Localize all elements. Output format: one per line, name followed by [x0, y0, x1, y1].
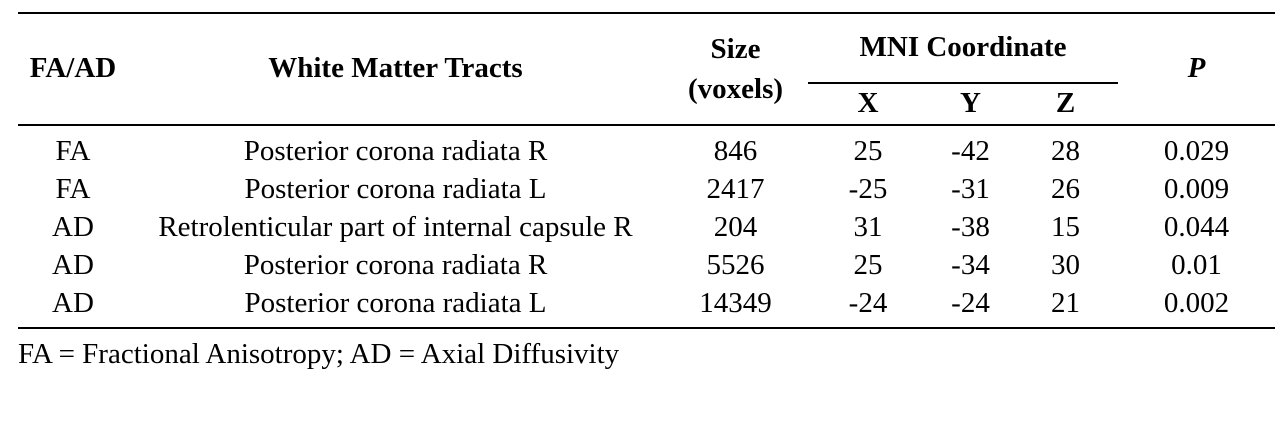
cell-z: 28: [1013, 124, 1119, 170]
table-row: FA Posterior corona radiata L 2417 -25 -…: [18, 170, 1275, 208]
header-row-main: FA/AD White Matter Tracts Size (voxels) …: [18, 13, 1275, 105]
cell-size: 2417: [706, 173, 765, 205]
cell-x: -25: [848, 173, 888, 205]
cell-p: 0.029: [1118, 124, 1276, 170]
cell-fa-ad: AD: [18, 284, 128, 329]
cell-y: -38: [951, 211, 990, 243]
white-matter-tracts-table: FA/AD White Matter Tracts Size (voxels) …: [18, 12, 1276, 329]
cell-x: 25: [853, 249, 883, 281]
cell-z: 21: [1013, 284, 1119, 329]
cell-tract: Posterior corona radiata L: [128, 284, 663, 329]
cell-y: -34: [951, 249, 990, 281]
cell-y: -42: [928, 124, 1013, 170]
cell-p: 0.044: [1163, 211, 1230, 243]
col-header-fa-ad: FA/AD: [29, 52, 117, 85]
table-footnote: FA = Fractional Anisotropy; AD = Axial D…: [18, 338, 620, 370]
col-header-x: X: [857, 87, 879, 120]
table-row: FA Posterior corona radiata R 846 25 -42…: [18, 124, 1276, 170]
table-row: AD Retrolenticular part of internal caps…: [18, 208, 1275, 246]
col-header-y: Y: [960, 87, 981, 120]
cell-x: -24: [808, 284, 928, 329]
table-row: AD Posterior corona radiata R 5526 25 -3…: [18, 246, 1275, 284]
cell-fa-ad: AD: [52, 249, 94, 281]
cell-x: 25: [808, 124, 928, 170]
cell-z: 15: [1051, 211, 1080, 243]
cell-tract: Posterior corona radiata R: [243, 249, 548, 281]
header-row-xyz: X Y Z: [18, 83, 1275, 125]
cell-y: -24: [928, 284, 1013, 329]
cell-fa-ad: FA: [55, 173, 91, 205]
cell-fa-ad: FA: [18, 124, 128, 170]
cell-z: 26: [1051, 173, 1080, 205]
size-header-line1: Size: [710, 33, 761, 65]
cell-size: 204: [713, 211, 758, 243]
cell-size: 14349: [663, 284, 808, 329]
cell-size: 846: [663, 124, 808, 170]
table-header: FA/AD White Matter Tracts Size (voxels) …: [18, 13, 1275, 125]
size-header-line2: (voxels): [687, 73, 784, 105]
cell-z: 30: [1051, 249, 1080, 281]
table-row: AD Posterior corona radiata L 14349 -24 …: [18, 284, 1276, 329]
col-header-mni-coordinate: MNI Coordinate: [808, 13, 1119, 84]
col-header-p-value: P: [1187, 52, 1206, 85]
cell-x: 31: [853, 211, 883, 243]
cell-p: 0.01: [1171, 249, 1222, 281]
cell-p: 0.009: [1163, 173, 1230, 205]
col-header-size-voxels: Size (voxels): [663, 13, 808, 125]
cell-size: 5526: [706, 249, 765, 281]
col-header-white-matter-tracts: White Matter Tracts: [268, 52, 523, 85]
cell-tract: Retrolenticular part of internal capsule…: [158, 211, 633, 243]
col-header-z: Z: [1055, 87, 1076, 120]
cell-y: -31: [951, 173, 990, 205]
table-body: FA Posterior corona radiata R 846 25 -42…: [18, 124, 1276, 329]
cell-tract: Posterior corona radiata R: [128, 124, 663, 170]
cell-p: 0.002: [1118, 284, 1276, 329]
cell-fa-ad: AD: [52, 211, 94, 243]
cell-tract: Posterior corona radiata L: [244, 173, 547, 205]
